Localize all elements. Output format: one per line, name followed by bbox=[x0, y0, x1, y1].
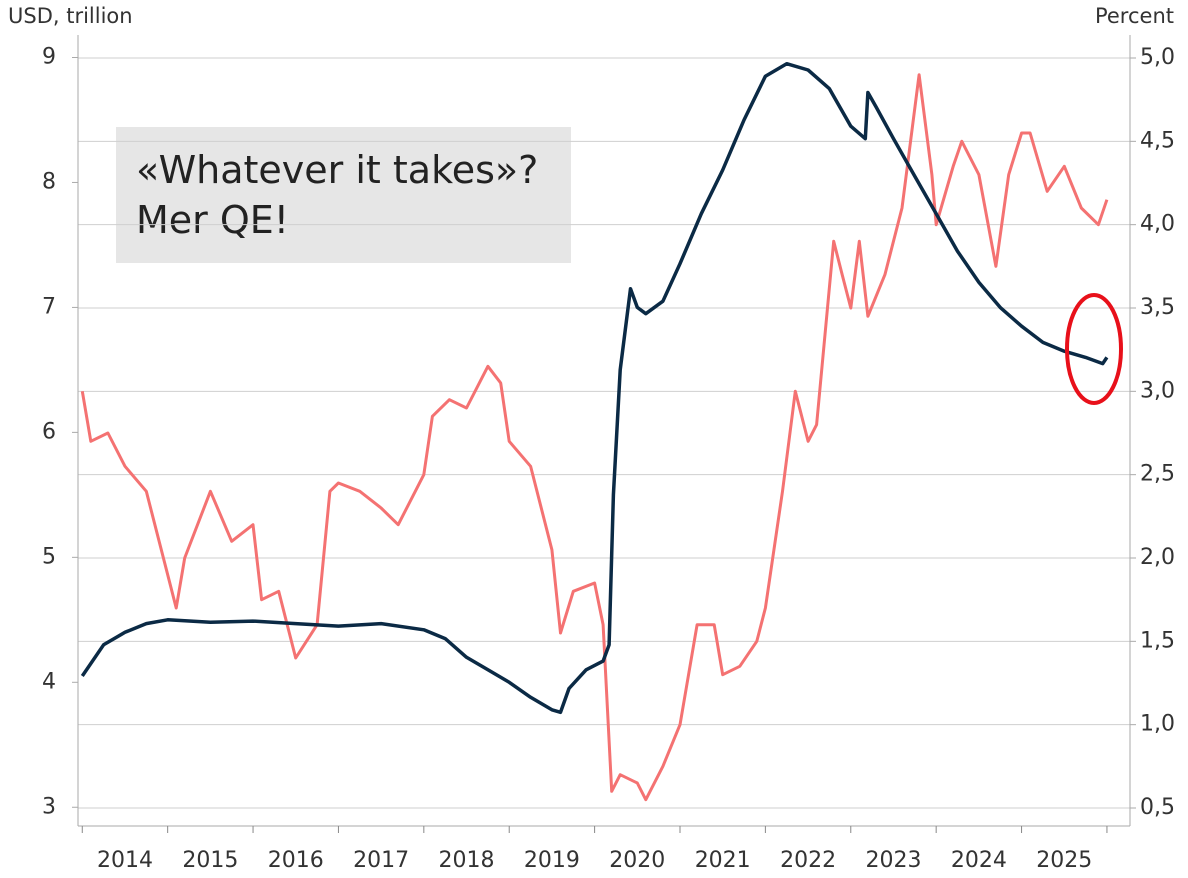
y-tick-label: 6 bbox=[42, 419, 56, 444]
y2-tick-label: 4,0 bbox=[1140, 212, 1175, 237]
y2-tick-label: 3,0 bbox=[1140, 378, 1175, 403]
line-series bbox=[80, 61, 1109, 715]
x-tick-label: 2019 bbox=[524, 848, 580, 873]
y2-axis-label: Percent bbox=[1095, 4, 1174, 28]
y2-tick-label: 1,0 bbox=[1140, 712, 1175, 737]
x-tick-label: 2023 bbox=[865, 848, 921, 873]
y2-tick-label: 4,5 bbox=[1140, 128, 1175, 153]
x-tick-label: 2017 bbox=[353, 848, 409, 873]
line-series bbox=[80, 73, 1109, 802]
x-tick-label: 2014 bbox=[97, 848, 153, 873]
x-tick-label: 2024 bbox=[951, 848, 1007, 873]
y2-tick-label: 3,5 bbox=[1140, 295, 1175, 320]
annotation: «Whatever it takes»? Mer QE! bbox=[116, 127, 571, 263]
y-tick-label: 9 bbox=[42, 44, 56, 69]
y-tick-label: 3 bbox=[42, 794, 56, 819]
y-tick-label: 5 bbox=[42, 544, 56, 569]
y-tick-label: 7 bbox=[42, 294, 56, 319]
y2-tick-label: 0,5 bbox=[1140, 795, 1175, 820]
y-tick-label: 4 bbox=[42, 669, 56, 694]
x-tick-label: 2016 bbox=[268, 848, 324, 873]
y2-tick-label: 2,0 bbox=[1140, 545, 1175, 570]
y-tick-label: 8 bbox=[42, 169, 56, 194]
y-axis-label: USD, trillion bbox=[8, 4, 133, 28]
x-tick-label: 2021 bbox=[695, 848, 751, 873]
annotation-box: «Whatever it takes»? Mer QE! bbox=[116, 127, 571, 263]
x-tick-label: 2025 bbox=[1036, 848, 1092, 873]
x-tick-label: 2022 bbox=[780, 848, 836, 873]
y2-tick-label: 1,5 bbox=[1140, 628, 1175, 653]
y2-tick-label: 2,5 bbox=[1140, 462, 1175, 487]
x-tick-label: 2018 bbox=[439, 848, 495, 873]
x-tick-label: 2015 bbox=[182, 848, 238, 873]
x-tick-label: 2020 bbox=[609, 848, 665, 873]
y2-tick-label: 5,0 bbox=[1140, 45, 1175, 70]
highlight-circle bbox=[1065, 293, 1123, 405]
